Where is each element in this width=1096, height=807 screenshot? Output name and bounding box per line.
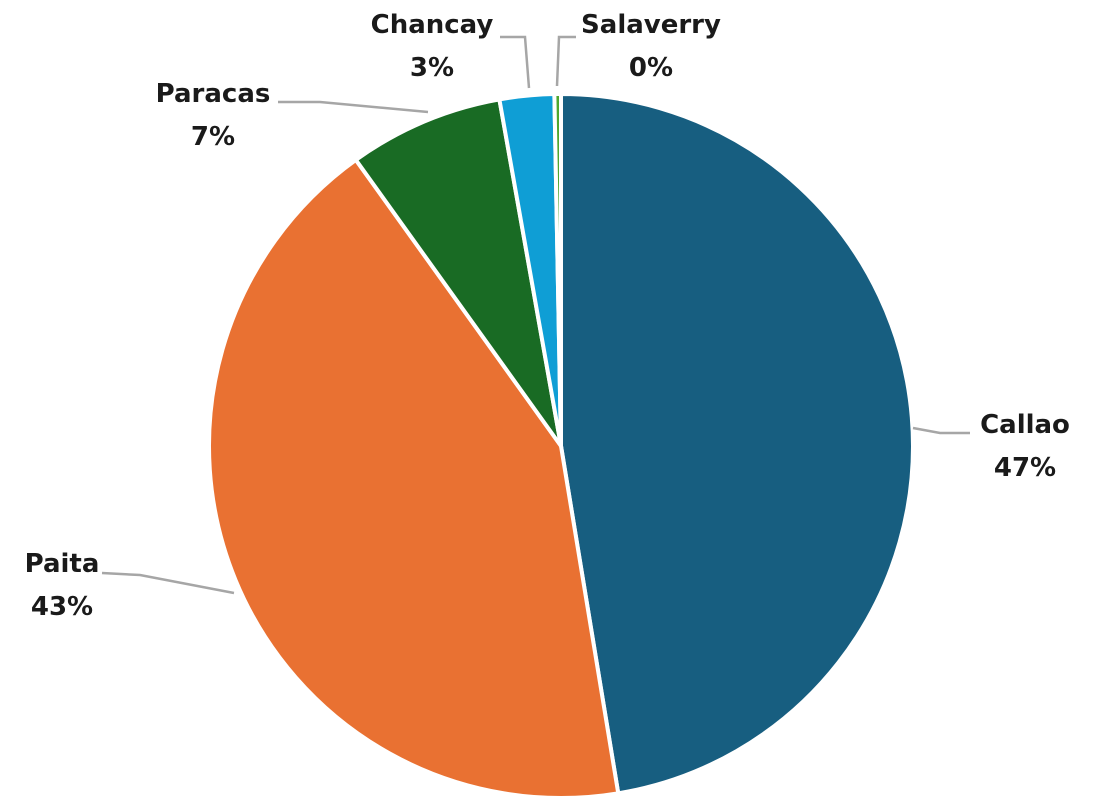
- leader-line-salaverry: [555, 35, 576, 87]
- slice-percent-paracas: 7%: [191, 122, 235, 152]
- slice-percent-salaverry: 0%: [629, 53, 673, 83]
- slice-percent-callao: 47%: [994, 453, 1056, 483]
- leader-line-paracas: [278, 100, 429, 114]
- slice-percent-paita: 43%: [31, 592, 93, 622]
- leader-line-paita: [101, 571, 235, 595]
- leader-line-callao: [912, 426, 970, 435]
- leader-line-chancay: [500, 35, 531, 89]
- slice-percent-chancay: 3%: [410, 53, 454, 83]
- slice-name-paita: Paita: [25, 549, 100, 579]
- slice-name-callao: Callao: [980, 410, 1070, 440]
- leader-lines: [101, 35, 970, 595]
- slice-labels: Callao 47% Paita 43% Paracas 7% Chancay 3% Salav…: [25, 10, 1070, 622]
- pie-slice-salaverry: [552, 91, 563, 448]
- pie-slice-paita: [207, 157, 621, 800]
- pie-slice-paracas: [353, 97, 563, 448]
- slice-name-chancay: Chancay: [371, 10, 494, 40]
- slice-name-paracas: Paracas: [156, 79, 271, 109]
- slice-name-salaverry: Salaverry: [581, 10, 721, 40]
- pie-slice-callao: [559, 92, 915, 796]
- pie-slices: [207, 91, 915, 800]
